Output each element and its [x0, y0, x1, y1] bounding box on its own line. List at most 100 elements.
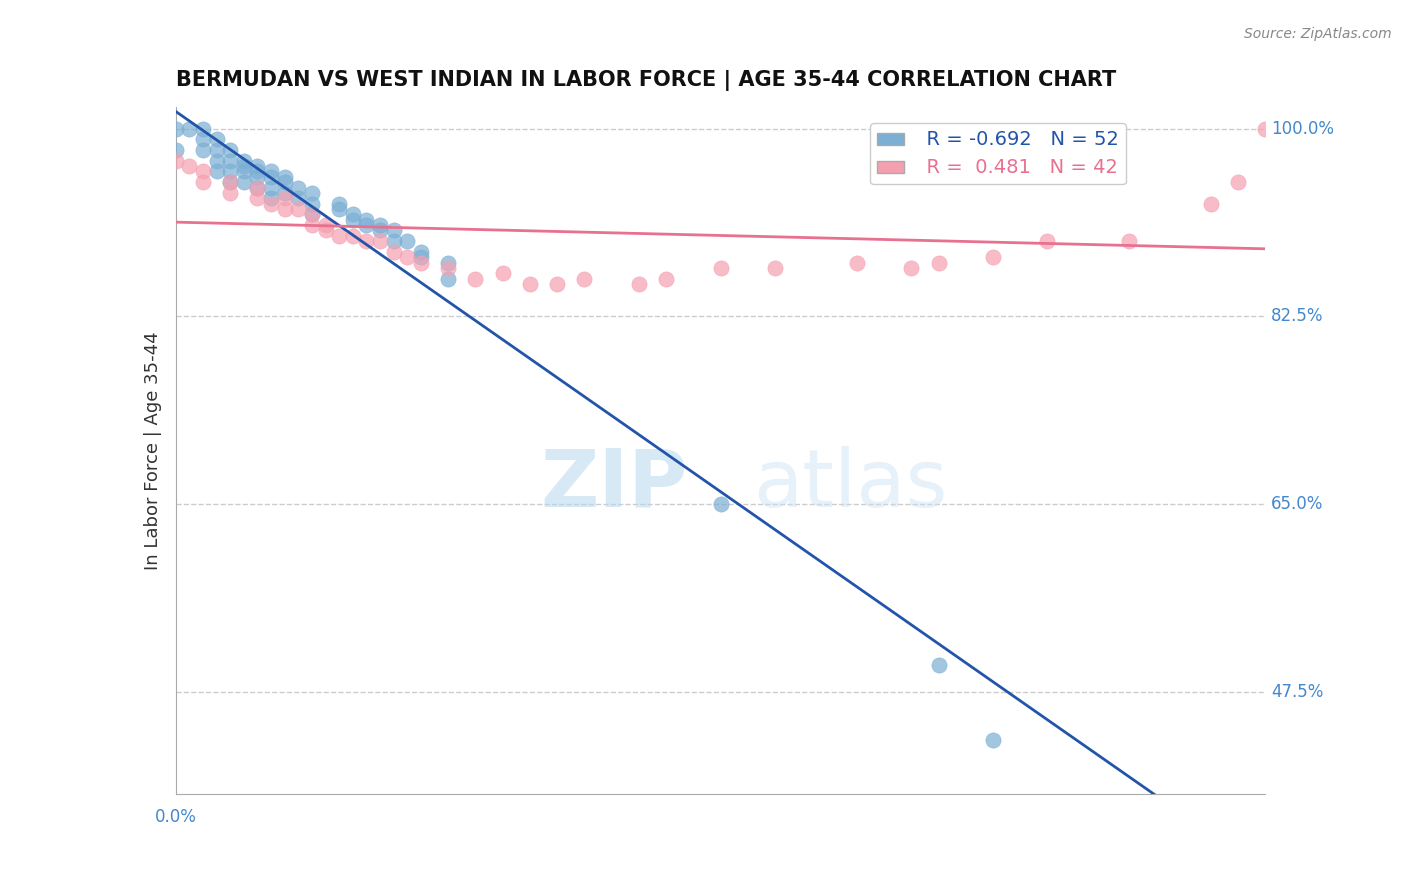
Point	[396, 250, 419, 264]
Point	[342, 207, 364, 221]
Text: 82.5%: 82.5%	[1271, 308, 1323, 326]
Point	[315, 223, 337, 237]
Point	[165, 143, 187, 157]
Point	[655, 271, 678, 285]
Point	[928, 255, 950, 269]
Point	[191, 132, 214, 146]
Point	[763, 260, 786, 275]
Point	[627, 277, 650, 292]
Point	[328, 196, 350, 211]
Point	[260, 164, 283, 178]
Point	[287, 180, 309, 194]
Point	[274, 191, 297, 205]
Point	[368, 223, 391, 237]
Point	[219, 143, 242, 157]
Point	[232, 159, 254, 173]
Point	[301, 218, 323, 232]
Point	[191, 164, 214, 178]
Point	[287, 191, 309, 205]
Point	[382, 234, 405, 248]
Point	[356, 218, 378, 232]
Point	[219, 153, 242, 168]
Point	[274, 202, 297, 216]
Text: 65.0%: 65.0%	[1271, 495, 1323, 513]
Point	[191, 143, 214, 157]
Point	[409, 250, 432, 264]
Point	[1118, 234, 1140, 248]
Point	[301, 196, 323, 211]
Point	[219, 175, 242, 189]
Point	[301, 186, 323, 200]
Point	[342, 212, 364, 227]
Point	[260, 169, 283, 184]
Point	[1036, 234, 1059, 248]
Point	[356, 212, 378, 227]
Point	[219, 164, 242, 178]
Point	[328, 228, 350, 243]
Point	[246, 180, 269, 194]
Point	[382, 223, 405, 237]
Point	[315, 218, 337, 232]
Point	[219, 186, 242, 200]
Point	[409, 244, 432, 259]
Point	[179, 121, 201, 136]
Point	[246, 180, 269, 194]
Point	[205, 153, 228, 168]
Point	[710, 260, 733, 275]
Point	[274, 169, 297, 184]
Point	[328, 202, 350, 216]
Point	[260, 180, 283, 194]
Point	[165, 121, 187, 136]
Point	[409, 255, 432, 269]
Text: 0.0%: 0.0%	[155, 807, 197, 826]
Text: atlas: atlas	[754, 446, 948, 524]
Point	[368, 218, 391, 232]
Point	[165, 153, 187, 168]
Point	[492, 266, 515, 280]
Point	[246, 164, 269, 178]
Point	[1227, 175, 1250, 189]
Point	[900, 260, 922, 275]
Point	[274, 186, 297, 200]
Point	[191, 121, 214, 136]
Text: ZIP: ZIP	[541, 446, 688, 524]
Point	[437, 255, 460, 269]
Point	[396, 234, 419, 248]
Point	[191, 175, 214, 189]
Point	[260, 196, 283, 211]
Point	[845, 255, 868, 269]
Point	[205, 164, 228, 178]
Point	[260, 191, 283, 205]
Point	[981, 733, 1004, 747]
Point	[246, 169, 269, 184]
Text: BERMUDAN VS WEST INDIAN IN LABOR FORCE | AGE 35-44 CORRELATION CHART: BERMUDAN VS WEST INDIAN IN LABOR FORCE |…	[176, 70, 1116, 91]
Point	[574, 271, 596, 285]
Point	[519, 277, 541, 292]
Point	[205, 143, 228, 157]
Point	[179, 159, 201, 173]
Point	[246, 191, 269, 205]
Point	[368, 234, 391, 248]
Point	[219, 175, 242, 189]
Point	[205, 132, 228, 146]
Point	[981, 250, 1004, 264]
Text: 100.0%: 100.0%	[1271, 120, 1334, 137]
Point	[356, 234, 378, 248]
Point	[382, 244, 405, 259]
Point	[437, 271, 460, 285]
Point	[1199, 196, 1222, 211]
Y-axis label: In Labor Force | Age 35-44: In Labor Force | Age 35-44	[143, 331, 162, 570]
Point	[1254, 121, 1277, 136]
Point	[232, 175, 254, 189]
Point	[342, 228, 364, 243]
Point	[232, 164, 254, 178]
Text: 47.5%: 47.5%	[1271, 683, 1323, 701]
Legend:   R = -0.692   N = 52,   R =  0.481   N = 42: R = -0.692 N = 52, R = 0.481 N = 42	[870, 123, 1126, 185]
Point	[274, 175, 297, 189]
Point	[287, 202, 309, 216]
Point	[301, 207, 323, 221]
Point	[928, 658, 950, 673]
Point	[301, 207, 323, 221]
Text: Source: ZipAtlas.com: Source: ZipAtlas.com	[1244, 27, 1392, 41]
Point	[710, 497, 733, 511]
